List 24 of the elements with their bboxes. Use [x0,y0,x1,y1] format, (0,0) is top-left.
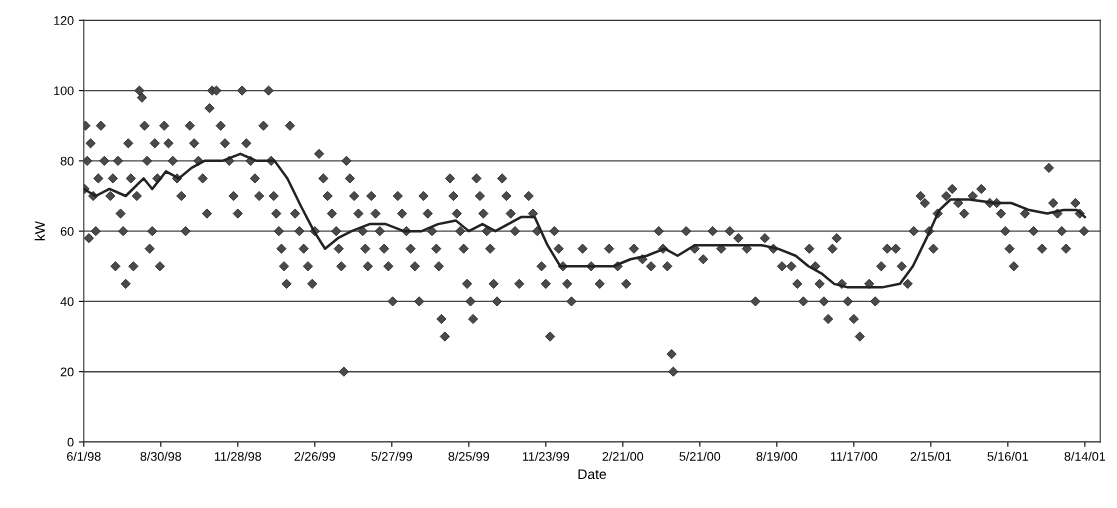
x-tick-label: 11/17/00 [830,451,878,461]
y-tick-label: 20 [60,367,74,377]
x-tick-label: 8/25/99 [448,451,490,461]
y-tick-label: 120 [54,16,74,25]
x-tick-label: 2/15/01 [910,451,952,461]
x-tick-label: 8/19/00 [756,451,798,461]
x-tick-label: 5/16/01 [987,451,1029,461]
x-tick-label: 11/23/99 [522,451,570,461]
y-tick-label: 80 [60,156,74,166]
y-tick-label: 100 [54,86,74,96]
y-tick-label: 60 [60,226,74,236]
x-tick-label: 11/28/98 [214,451,262,461]
x-tick-label: 2/21/00 [602,451,644,461]
y-axis-title: kW [34,221,45,241]
line-series [83,152,1087,289]
x-tick-label: 2/26/99 [294,451,336,461]
x-tick-label: 6/1/98 [67,451,101,461]
y-tick-label: 40 [60,297,74,307]
x-axis-title: Date [578,469,607,480]
x-tick-label: 5/27/99 [371,451,413,461]
y-tick-label: 0 [67,437,74,447]
x-tick-label: 5/21/00 [679,451,721,461]
x-tick-label: 8/30/98 [140,451,182,461]
x-tick-label: 8/14/01 [1064,451,1106,461]
